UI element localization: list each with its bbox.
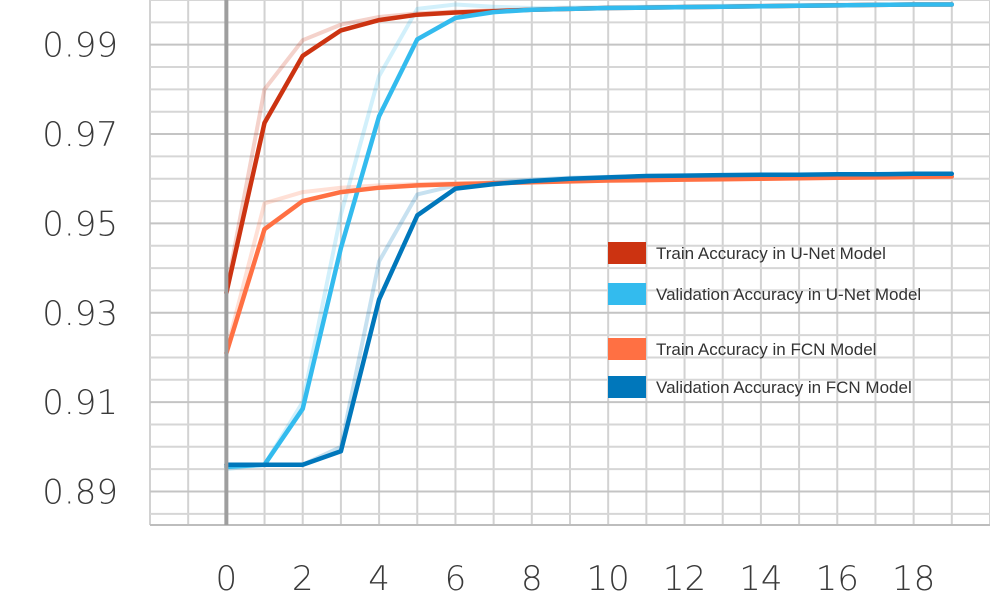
x-tick-label: 18 [892,559,935,599]
legend-swatch [608,242,646,264]
legend-label: Validation Accuracy in U-Net Model [656,285,921,304]
legend-label: Validation Accuracy in FCN Model [656,378,912,397]
grid [149,0,990,525]
legend-swatch [608,376,646,398]
y-tick-label: 0.91 [42,383,118,423]
x-tick-label: 2 [292,559,314,599]
series-4-line [224,171,955,467]
legend-swatch [608,338,646,360]
series-2-line [224,2,955,470]
x-tick-label: 14 [739,559,782,599]
x-tick-label: 8 [521,559,543,599]
y-tick-label: 0.99 [42,26,118,66]
axes: 0.89 0.91 0.93 0.95 0.97 0.99 0 2 4 6 8 10 12 14 16 18 [42,0,990,599]
series-layer [224,2,955,470]
y-tick-label: 0.95 [42,204,118,244]
y-tick-label: 0.89 [42,472,118,512]
legend-label: Train Accuracy in FCN Model [656,340,876,359]
legend-swatch [608,283,646,305]
x-tick-label: 16 [816,559,859,599]
x-tick-label: 0 [216,559,238,599]
series-3-line [224,174,955,356]
legend-label: Train Accuracy in U-Net Model [656,244,886,263]
y-tick-label: 0.93 [42,294,118,334]
x-tick-label: 10 [587,559,630,599]
x-tick-label: 4 [368,559,390,599]
smoothed-series-layer [224,2,954,472]
series-4-smoothed-line [224,171,954,467]
x-tick-label: 12 [663,559,706,599]
x-tick-label: 6 [445,559,467,599]
series-2-smoothed-line [224,2,954,472]
legend: Train Accuracy in U-Net Model Validation … [608,242,921,398]
y-tick-label: 0.97 [42,115,118,155]
